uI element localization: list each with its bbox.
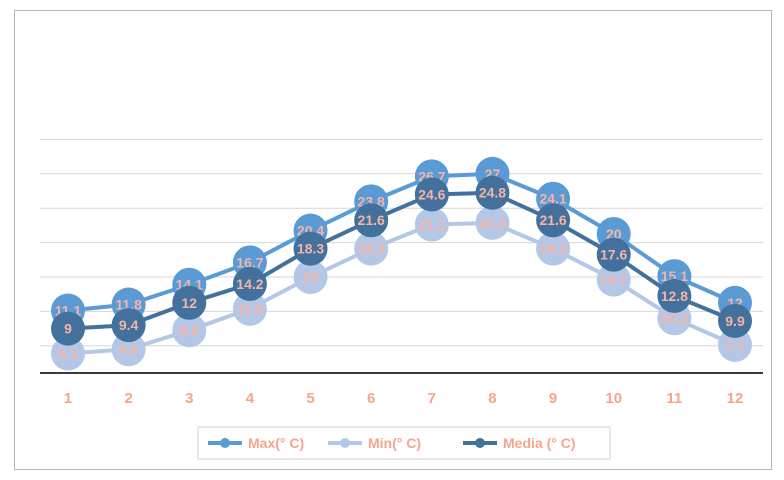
data-point	[232, 291, 267, 326]
data-point	[536, 231, 571, 266]
series-3: 9 9.4 12 14.2 18.3 21.6 24.6 24.8 21.6 17.6 12.8 9.…	[51, 175, 752, 346]
data-label: 21.1	[418, 217, 445, 233]
x-tick-label: 5	[306, 390, 314, 407]
legend-entry: Media (° C)	[463, 435, 576, 451]
data-label: 15.1	[661, 268, 688, 284]
x-axis-ticks: 1 2 3 4 5 6 7 8 9 10 11 12	[64, 390, 744, 407]
data-label: 12	[181, 295, 197, 311]
data-label: 6.6	[119, 341, 139, 357]
legend-dot-marker	[340, 438, 350, 448]
data-label: 14.2	[236, 276, 263, 292]
data-point	[293, 231, 328, 266]
legend-box	[197, 426, 611, 460]
data-label: 6.1	[58, 346, 78, 362]
legend: Max(° C) Min(° C) Media (° C)	[197, 426, 611, 460]
data-label: 24.1	[539, 191, 566, 207]
data-point	[596, 262, 631, 297]
legend-label: Media (° C)	[503, 435, 576, 451]
data-point	[718, 327, 752, 362]
data-label: 24.8	[479, 185, 506, 201]
data-label: 21.6	[539, 212, 566, 228]
data-label: 12.8	[661, 288, 688, 304]
data-label: 11.3	[237, 301, 264, 317]
series-line	[67, 190, 736, 331]
data-point	[657, 278, 692, 313]
data-label: 17.6	[600, 247, 627, 263]
data-label: 14.7	[600, 272, 627, 288]
data-label: 21.6	[358, 212, 385, 228]
x-tick-label: 10	[605, 390, 622, 407]
data-label: 11.8	[115, 297, 142, 313]
data-point	[172, 313, 207, 348]
data-point	[293, 260, 328, 294]
x-tick-label: 4	[246, 390, 255, 407]
line-chart: 1 2 3 4 5 6 7 8 9 10 11 12 11.1 11.814.116.720.423.8…	[40, 138, 763, 460]
data-point	[172, 285, 207, 320]
data-point	[111, 308, 146, 343]
data-point	[232, 266, 267, 301]
data-point	[51, 311, 85, 346]
data-label: 18.3	[297, 241, 324, 257]
data-point	[354, 231, 389, 266]
x-tick-label: 12	[727, 390, 744, 407]
data-point	[111, 332, 146, 367]
x-tick-label: 3	[185, 390, 193, 407]
data-label: 18.3	[539, 241, 566, 257]
gridlines	[40, 138, 763, 347]
series-group: 11.1 11.814.116.720.423.826.7 2724.12015.1…	[51, 156, 752, 371]
data-label: 18.3	[358, 241, 385, 257]
data-point	[596, 237, 631, 272]
chart-frame: 1 2 3 4 5 6 7 8 9 10 11 12 11.1 11.8 14.1 16.7 20.4 23.8…	[14, 10, 772, 470]
x-tick-label: 1	[64, 390, 72, 407]
x-tick-label: 8	[488, 390, 496, 407]
x-tick-label: 11	[666, 390, 682, 407]
data-label: 9.4	[119, 317, 139, 333]
legend-label: Min(° C)	[368, 435, 421, 451]
data-point	[536, 203, 571, 238]
x-tick-label: 6	[367, 390, 375, 407]
legend-dot-marker	[475, 438, 485, 448]
x-tick-label: 7	[428, 390, 436, 407]
data-point	[414, 207, 449, 242]
data-label: 7.1	[725, 337, 745, 353]
x-tick-label: 9	[549, 390, 557, 407]
x-tick-label: 2	[124, 390, 132, 407]
data-label: 24.6	[418, 186, 445, 202]
data-label: 15	[303, 269, 319, 285]
legend-dot-marker	[220, 438, 230, 448]
data-point	[354, 203, 389, 238]
legend-entry: Min(° C)	[328, 435, 421, 451]
legend-entry: Max(° C)	[208, 435, 304, 451]
data-label: 8.8	[180, 322, 200, 338]
data-label: 9	[64, 321, 72, 337]
data-label: 9.9	[725, 313, 745, 329]
data-point	[475, 175, 510, 210]
data-label: 16.7	[236, 254, 263, 270]
data-point	[414, 177, 449, 212]
data-point	[718, 303, 752, 338]
data-label: 10.2	[661, 310, 688, 326]
legend-label: Max(° C)	[248, 435, 304, 451]
data-label: 21.3	[479, 215, 506, 231]
data-point	[475, 205, 510, 240]
data-label: 20	[606, 226, 622, 242]
data-point	[51, 336, 85, 371]
